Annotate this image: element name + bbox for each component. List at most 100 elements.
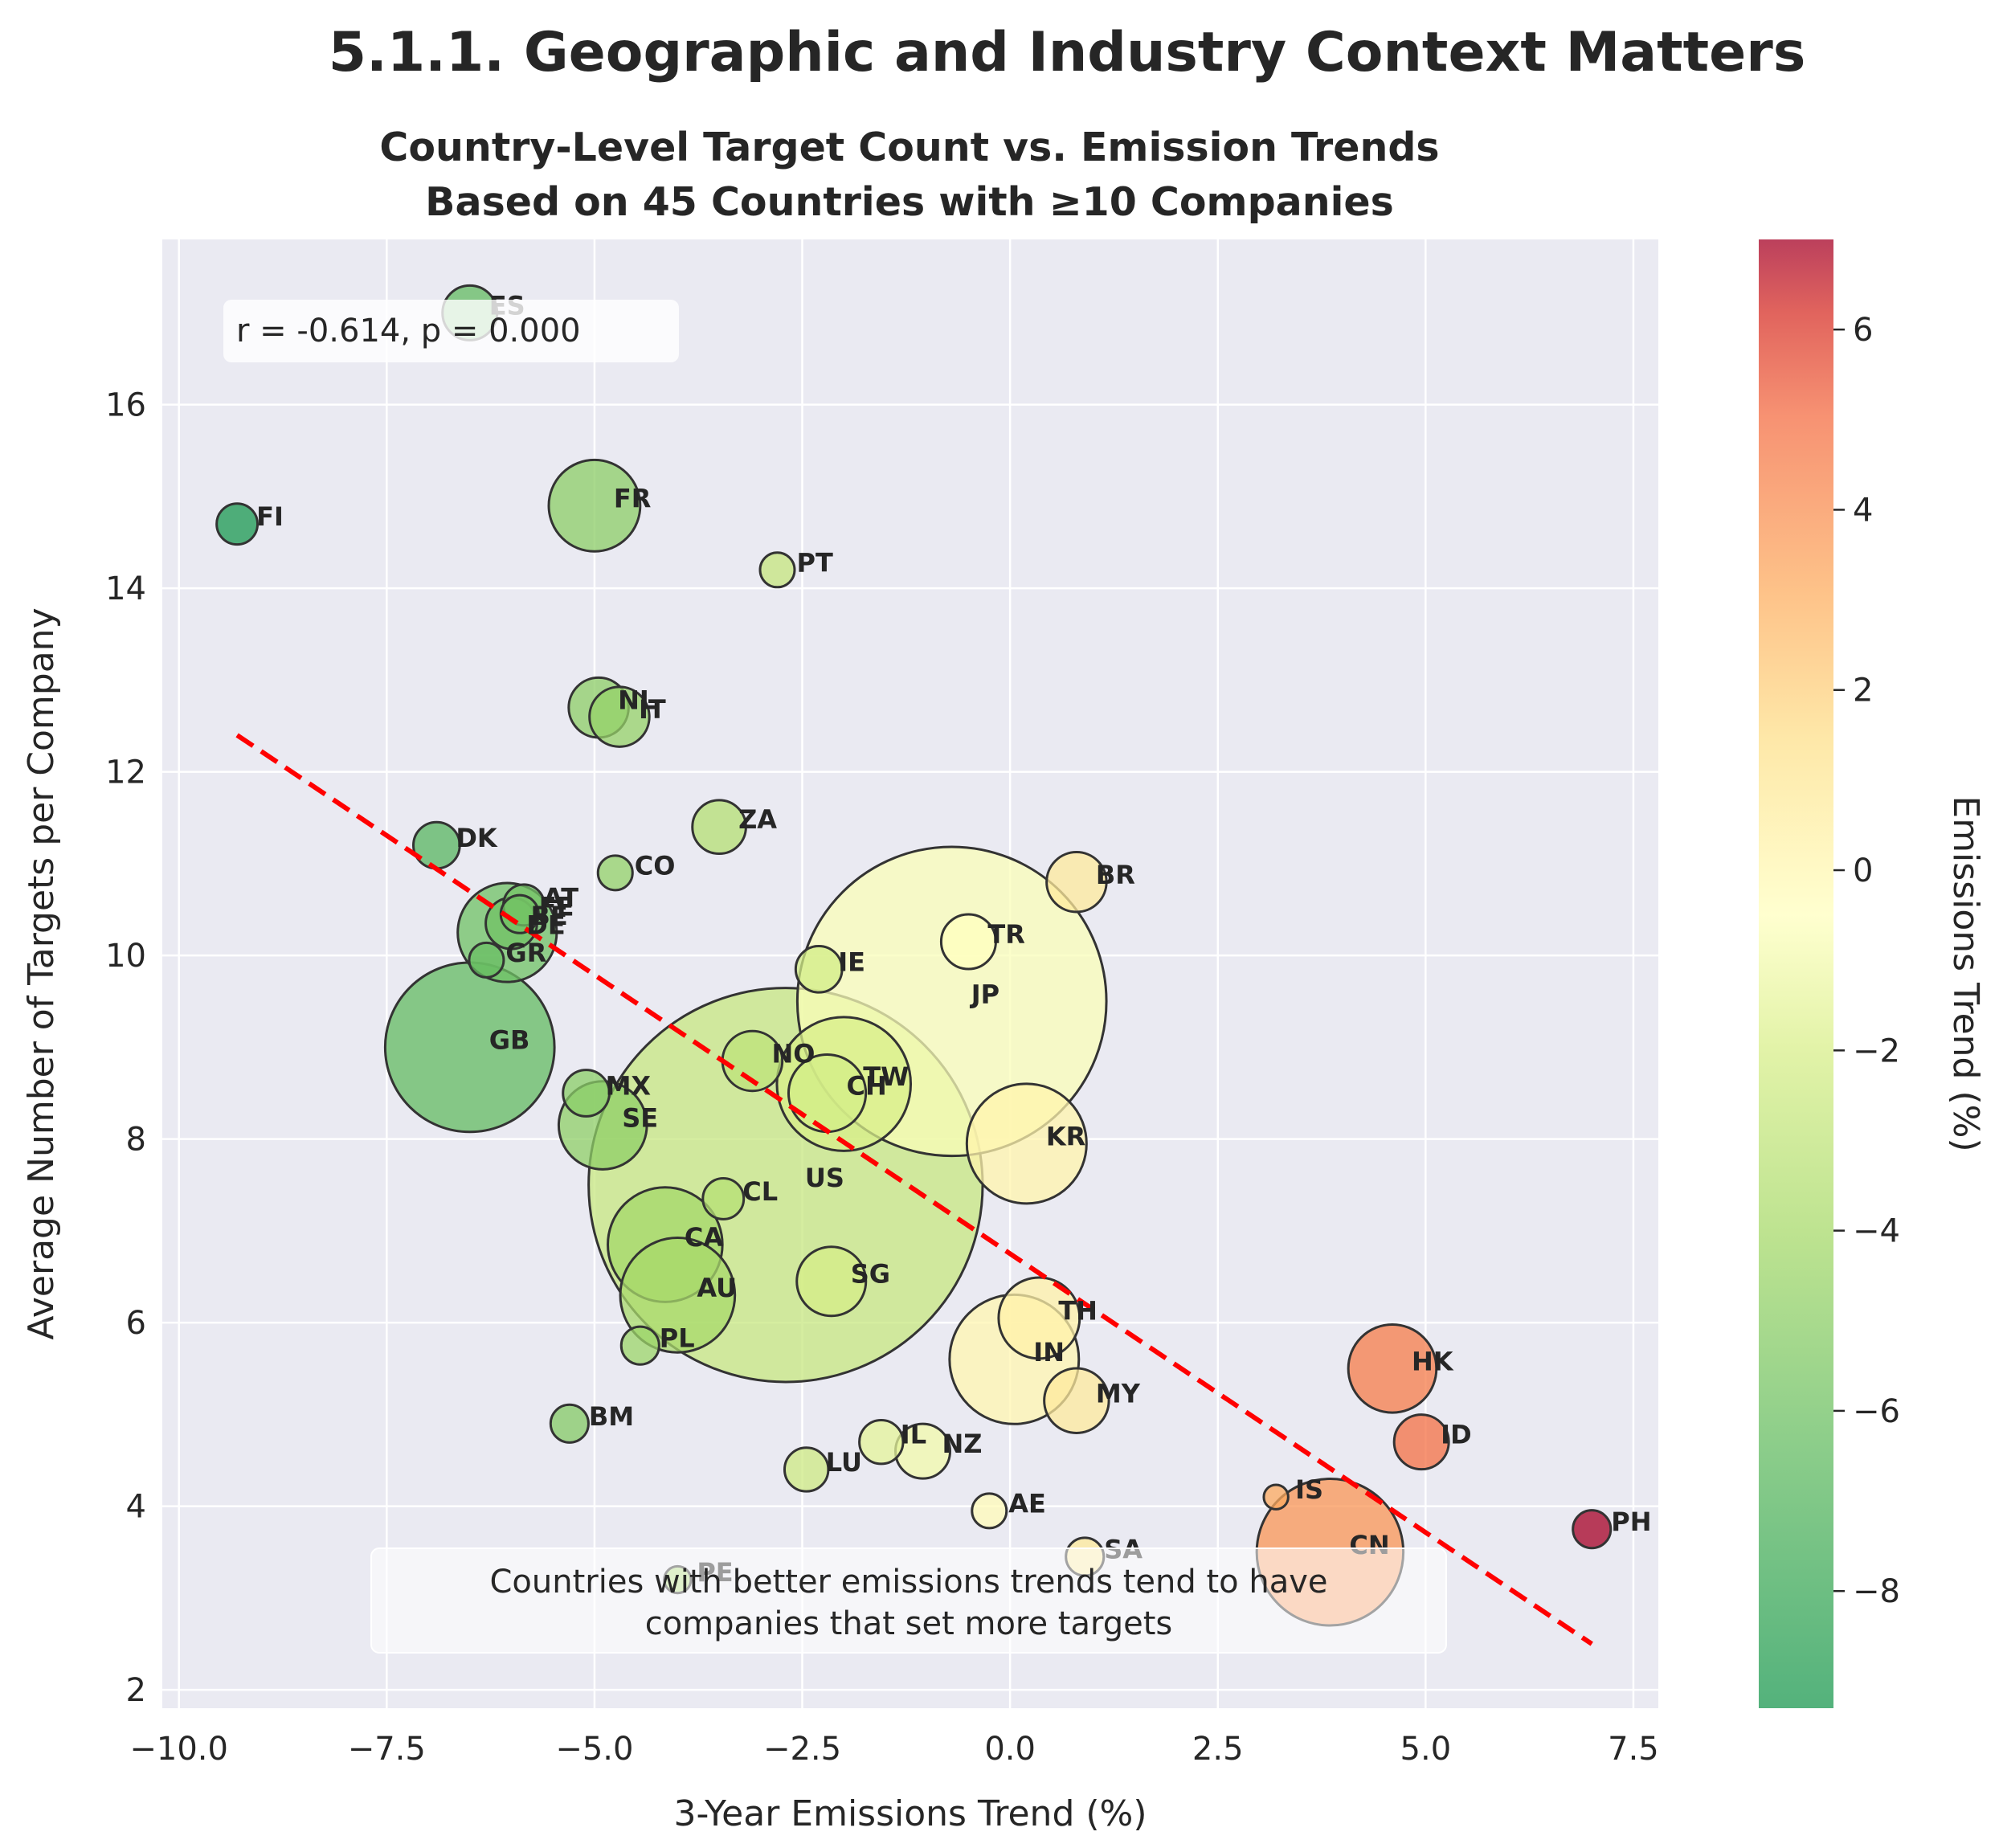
point-label-nz: NZ bbox=[942, 1429, 983, 1459]
chart-title-line2: Based on 45 Countries with ≥10 Companies bbox=[425, 179, 1394, 225]
bubble-fi bbox=[215, 502, 260, 546]
point-label-gr: GR bbox=[505, 938, 546, 968]
bubble-pt bbox=[758, 551, 796, 589]
bubble-lu bbox=[783, 1446, 830, 1493]
point-label-fe: FE bbox=[539, 892, 574, 922]
x-tick-label: 7.5 bbox=[1608, 1731, 1659, 1768]
bubble-dk bbox=[412, 820, 461, 870]
point-label-id: ID bbox=[1441, 1420, 1471, 1450]
point-label-fr: FR bbox=[614, 483, 652, 513]
point-label-ie: IE bbox=[838, 946, 865, 977]
x-axis-ticks: −10.0 −7.5 −5.0 −2.5 0.0 2.5 5.0 7.5 bbox=[129, 1731, 1658, 1768]
colorbar bbox=[1759, 239, 1833, 1708]
bubble-it bbox=[588, 685, 651, 748]
bubble-is bbox=[1262, 1483, 1290, 1511]
x-tick-label: −10.0 bbox=[129, 1731, 228, 1768]
point-label-in: IN bbox=[1033, 1337, 1065, 1368]
bubble-hk bbox=[1347, 1323, 1438, 1414]
point-label-il: IL bbox=[901, 1420, 926, 1450]
y-tick-label: 4 bbox=[126, 1489, 146, 1526]
annotation-box: Countries with better emissions trends t… bbox=[370, 1547, 1447, 1654]
x-tick-label: −5.0 bbox=[555, 1731, 633, 1768]
point-label-my: MY bbox=[1096, 1378, 1141, 1408]
point-label-jp: JP bbox=[970, 979, 999, 1009]
point-label-dk: DK bbox=[456, 823, 498, 853]
point-label-ph: PH bbox=[1611, 1507, 1651, 1537]
bubble-ph bbox=[1572, 1509, 1613, 1550]
point-label-bm: BM bbox=[589, 1401, 634, 1432]
colorbar-ticks: −8 −6 −4 −2 0 2 4 6 bbox=[1833, 312, 1900, 1610]
point-label-au: AU bbox=[697, 1273, 737, 1303]
bubble-co bbox=[596, 854, 634, 892]
bubble-gr bbox=[468, 941, 505, 979]
bubble-ie bbox=[794, 944, 844, 994]
bubble-il bbox=[858, 1418, 905, 1466]
x-tick-label: 0.0 bbox=[984, 1731, 1036, 1768]
stats-text: r = -0.614, p = 0.000 bbox=[236, 313, 581, 350]
figure-suptitle: 5.1.1. Geographic and Industry Context M… bbox=[329, 21, 1806, 84]
bubble-kr bbox=[965, 1082, 1088, 1205]
bubble-cl bbox=[701, 1176, 746, 1220]
point-label-mx: MX bbox=[606, 1071, 652, 1102]
point-label-pl: PL bbox=[660, 1323, 695, 1354]
bubble-br bbox=[1045, 851, 1108, 914]
point-label-co: CO bbox=[635, 850, 676, 881]
y-tick-label: 8 bbox=[126, 1122, 146, 1159]
point-label-tw: TW bbox=[863, 1061, 909, 1092]
y-tick-label: 12 bbox=[105, 754, 146, 791]
colorbar-label: Emissions Trend (%) bbox=[1945, 795, 1986, 1151]
y-axis-label: Average Number of Targets per Company bbox=[21, 607, 62, 1339]
bubble-au bbox=[619, 1237, 737, 1354]
chart-title-line1: Country-Level Target Count vs. Emission … bbox=[379, 125, 1439, 170]
point-label-fi: FI bbox=[256, 501, 284, 532]
stats-box: r = -0.614, p = 0.000 bbox=[223, 300, 679, 362]
point-label-de: DE bbox=[526, 910, 565, 941]
point-label-ch: CH bbox=[847, 1071, 887, 1102]
point-label-no: NO bbox=[771, 1039, 815, 1069]
point-label-cl: CL bbox=[742, 1176, 778, 1207]
annotation-line2: companies that set more targets bbox=[645, 1605, 1173, 1642]
colorbar-tick-label: −2 bbox=[1853, 1032, 1900, 1069]
y-tick-label: 2 bbox=[126, 1672, 146, 1709]
point-label-lu: LU bbox=[826, 1447, 862, 1478]
x-tick-label: −2.5 bbox=[763, 1731, 841, 1768]
point-label-hk: HK bbox=[1412, 1346, 1454, 1376]
bubble-za bbox=[691, 799, 747, 856]
bubble-th bbox=[997, 1276, 1081, 1360]
colorbar-tick-label: 4 bbox=[1853, 492, 1873, 529]
point-label-gb: GB bbox=[489, 1024, 530, 1055]
x-tick-label: −7.5 bbox=[348, 1731, 426, 1768]
point-label-se: SE bbox=[622, 1103, 658, 1134]
point-label-th: TH bbox=[1058, 1295, 1098, 1326]
point-label-pt: PT bbox=[796, 547, 832, 578]
point-label-br: BR bbox=[1096, 860, 1135, 890]
x-axis-label: 3-Year Emissions Trend (%) bbox=[673, 1793, 1147, 1834]
bubble-bm bbox=[549, 1403, 590, 1444]
point-label-it: IT bbox=[639, 694, 666, 725]
colorbar-tick-label: −8 bbox=[1853, 1573, 1900, 1610]
bubble-ae bbox=[971, 1492, 1008, 1530]
trend-line bbox=[235, 733, 1593, 1646]
y-tick-label: 6 bbox=[126, 1305, 146, 1342]
y-tick-label: 16 bbox=[105, 387, 146, 424]
point-label-ae: AE bbox=[1008, 1488, 1046, 1519]
colorbar-tick-label: −4 bbox=[1853, 1213, 1900, 1250]
bubble-fr bbox=[547, 458, 642, 553]
bubble-id bbox=[1392, 1413, 1450, 1471]
colorbar-tick-label: 6 bbox=[1853, 312, 1873, 349]
point-label-sg: SG bbox=[851, 1259, 890, 1290]
point-label-be: BE bbox=[530, 901, 567, 931]
bubble-my bbox=[1043, 1367, 1110, 1434]
bubble-sg bbox=[795, 1245, 868, 1318]
y-tick-label: 10 bbox=[105, 938, 146, 975]
annotation-line1: Countries with better emissions trends t… bbox=[489, 1564, 1327, 1601]
point-labels: ESFIFRPTNLITZADKCOBRATFEBEDEGRIETRJPGBNO… bbox=[256, 290, 1651, 1588]
point-label-us: US bbox=[805, 1163, 844, 1193]
point-label-kr: KR bbox=[1046, 1121, 1085, 1151]
colorbar-tick-label: 2 bbox=[1853, 673, 1873, 709]
colorbar-tick-label: −6 bbox=[1853, 1393, 1900, 1430]
bubble-mx bbox=[562, 1069, 611, 1118]
x-tick-label: 2.5 bbox=[1192, 1731, 1244, 1768]
bubble-pl bbox=[619, 1325, 660, 1366]
